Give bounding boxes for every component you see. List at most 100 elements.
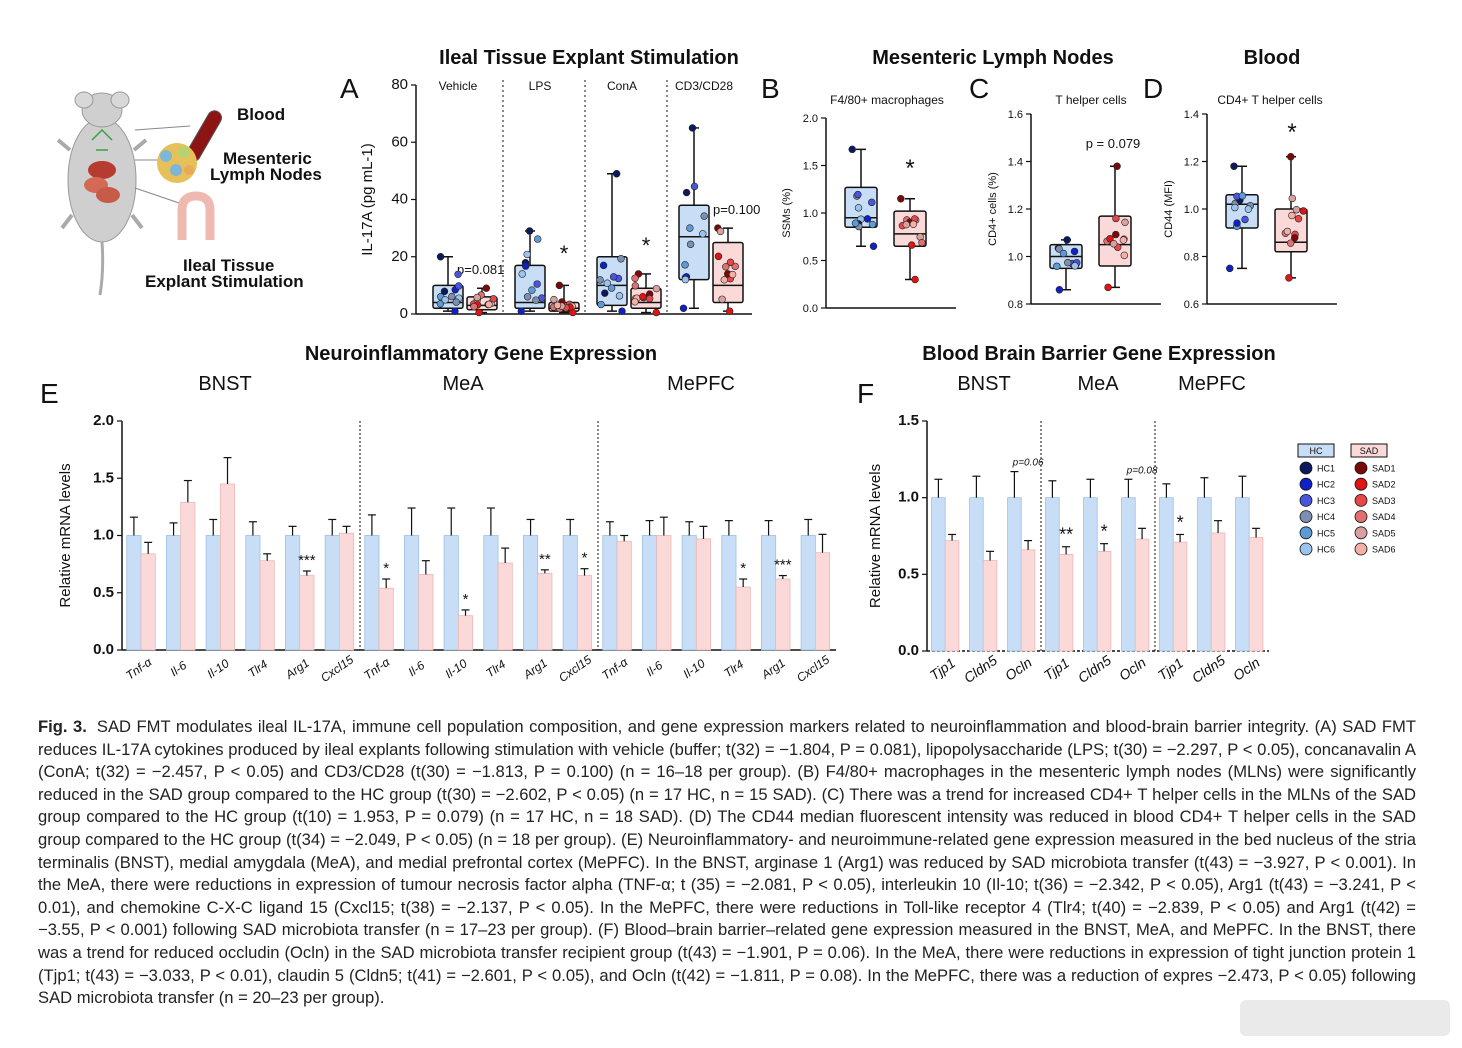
panel-e-sad-bar [259, 560, 275, 651]
panel-a-sad-point [631, 282, 640, 290]
panel-b-sad-point [909, 220, 918, 228]
panel-a-hc-point [612, 170, 621, 178]
panel-e-y-tick-label: 2.0 [93, 412, 114, 429]
panel-e-category-label: Arg1 [520, 656, 550, 683]
panel-e-hc-bar [404, 535, 420, 651]
panel-d-title: CD4+ T helper cells [1217, 93, 1322, 107]
panel-a-sad-point [722, 263, 730, 271]
legend-sad-label: SAD2 [1372, 480, 1396, 490]
panel-e-category-label: Tnf-α [599, 654, 631, 682]
legend-hc-marker [1299, 493, 1313, 507]
panel-a-annotation-vehicle: p=0.081 [457, 262, 504, 277]
panel-d-hc-point [1244, 205, 1253, 213]
panel-e-hc-bar [800, 535, 816, 651]
panel-c-sad-point [1112, 230, 1120, 239]
panel-c-y-tick-label: 1.6 [1008, 109, 1023, 121]
panel-a-sad-point [485, 300, 493, 309]
panel-e-hc-bar [562, 535, 578, 651]
panel-e-sad-bar [457, 615, 474, 651]
panel-d-y-axis-label: CD44 (MFI) [1163, 180, 1175, 237]
panel-c-sad-point [1112, 214, 1120, 223]
panel-e-category-label: Il-6 [644, 658, 666, 679]
panel-f-sad-bar [944, 540, 960, 652]
panel-a-sad-point [555, 281, 564, 290]
panel-a-sad-point [652, 308, 660, 317]
panel-e-letter: E [40, 378, 59, 409]
panel-a-hc-point [528, 286, 536, 294]
panel-e-region-label: BNST [198, 373, 251, 395]
panel-a-y-tick-label: 40 [391, 191, 408, 208]
panel-a-hc-point [688, 124, 697, 132]
panel-e-sad-bar [299, 575, 315, 651]
panel-a-hc-point [596, 276, 604, 284]
panel-a-hc-point [517, 307, 525, 315]
panel-b-sad-point [902, 220, 911, 229]
panel-e-y-tick-label: 0.5 [93, 584, 114, 601]
panel-e-category-label: Tlr4 [721, 657, 746, 681]
panel-a-hc-point [679, 304, 688, 312]
panel-e-category-label: Tlr4 [245, 657, 270, 681]
panel-a-hc-point [699, 230, 707, 238]
watermark-overlay [1240, 1000, 1450, 1036]
panel-d-hc-point [1233, 219, 1241, 227]
panel-a-hc-point [686, 224, 694, 232]
panel-c-sad-point [1104, 283, 1112, 292]
panel-a-sad-point [550, 295, 558, 304]
legend-hc-label: HC4 [1317, 512, 1335, 522]
panel-e-hc-bar [483, 535, 499, 651]
panel-e-sad-bar [616, 540, 632, 651]
panel-b-y-tick-label: 2.0 [803, 113, 818, 125]
panel-f-category-label: Ocln [1230, 654, 1263, 684]
panel-a-hc-point [609, 273, 618, 281]
caption-label: Fig. 3. [38, 717, 87, 736]
legend-hc-header-box [1297, 443, 1335, 458]
panel-e-hc-bar [523, 535, 539, 651]
panel-a-y-axis-label: IL-17A (pg mL-1) [359, 143, 376, 256]
panel-a-y-tick-label: 0 [400, 305, 408, 322]
panel-a-hc-point [617, 255, 625, 263]
lymph-node-icon [157, 143, 197, 183]
panel-f-hc-bar [969, 497, 984, 652]
panel-e-category-label: Tlr4 [483, 657, 508, 681]
panel-a-hc-point [618, 307, 626, 315]
panel-a-sad-point [652, 284, 661, 293]
legend-sad-marker [1354, 477, 1368, 491]
panel-e-category-label: Il-10 [681, 656, 708, 681]
panel-c-y-tick-label: 0.8 [1008, 299, 1023, 311]
panel-e-region-label: MePFC [667, 373, 735, 395]
panel-e-hc-bar [761, 535, 777, 651]
panel-d-section-title: Blood [1244, 47, 1301, 69]
panel-a-group-label: ConA [607, 79, 637, 93]
panel-e-sad-bar [537, 572, 553, 651]
panel-e-hc-bar [721, 535, 737, 651]
panel-e-hc-bar [642, 535, 658, 651]
panel-b-annotation: * [905, 155, 914, 182]
panel-f-hc-bar [1045, 497, 1060, 652]
legend-sad-marker [1354, 526, 1368, 540]
panel-e-sad-bar [576, 575, 593, 651]
panel-a-sad-point [482, 284, 491, 292]
panel-e-y-tick-label: 0.0 [93, 641, 114, 658]
panel-e-sad-bar [378, 587, 394, 651]
panel-b-y-axis-label: SSMs (%) [781, 188, 793, 238]
panel-b-hc-point [863, 215, 872, 223]
panel-c-hc-point [1055, 286, 1064, 294]
panel-f-sad-bar [1058, 554, 1074, 652]
illustration-label-blood: Blood [237, 105, 285, 124]
panel-c-sad-point [1121, 218, 1129, 227]
panel-b-boxplot: F4/80+ macrophages 0.0 0.5 1.0 1.5 2.0 SSMs (%… [781, 93, 956, 315]
panel-b-letter: B [761, 73, 780, 104]
panel-a-hc-point [681, 275, 690, 284]
panel-e-sad-bar [219, 483, 236, 651]
panel-f-trend-label: p=0.06 [1012, 458, 1044, 469]
legend-hc-label: HC1 [1317, 464, 1335, 474]
panel-d-sad-point [1294, 214, 1303, 223]
panel-a-hc-point [454, 282, 463, 290]
panel-a-hc-point [436, 300, 445, 308]
caption-text: SAD FMT modulates ileal IL-17A, immune c… [38, 717, 1417, 1008]
panel-e-hc-bar [205, 535, 221, 651]
group-legend: HC SAD HC1 HC2 HC3 HC4 HC5 HC6 SAD1 SAD2 SAD3 SAD4 S… [1297, 443, 1396, 556]
panel-a-hc-point [533, 280, 541, 288]
legend-hc-label: HC2 [1317, 480, 1335, 490]
panel-d-annotation: * [1287, 119, 1296, 146]
